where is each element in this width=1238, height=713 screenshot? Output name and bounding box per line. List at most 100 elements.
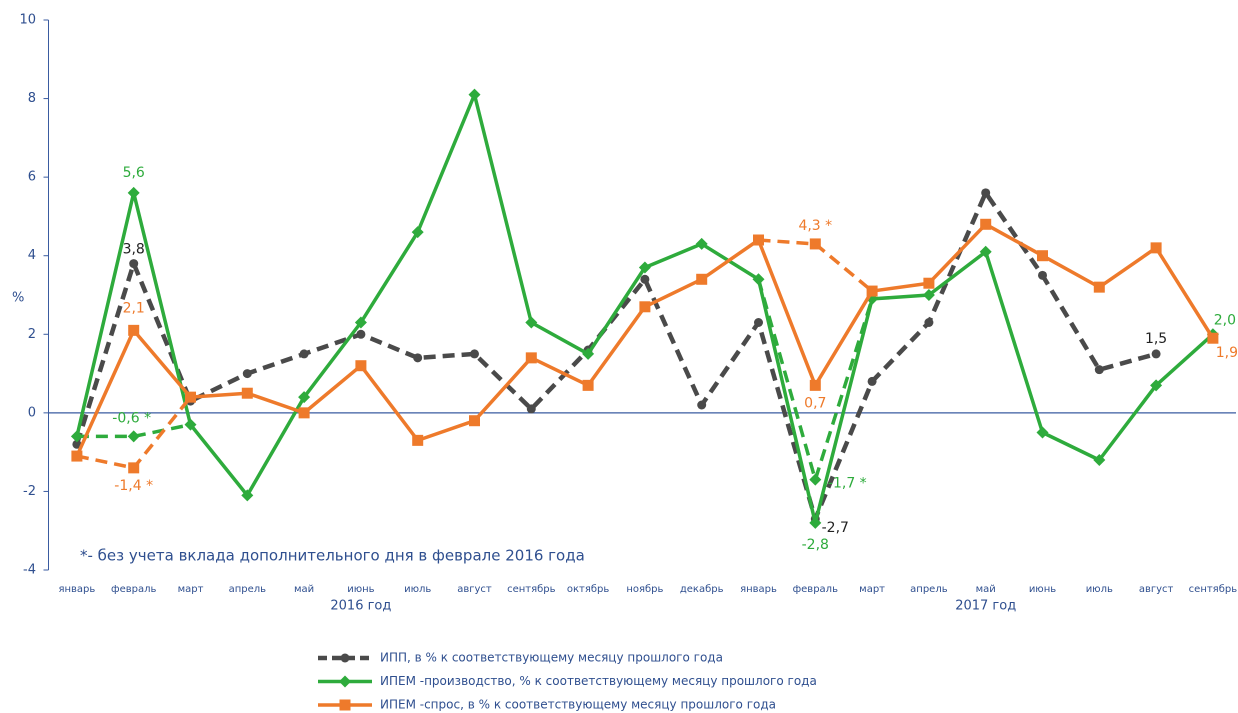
adjusted-marker [128,462,140,474]
point [356,329,366,339]
point [979,245,992,258]
adjusted-value-label: -1,7 * [828,476,867,492]
point [639,301,651,313]
legend-label: ИПЕМ -спрос, в % к соответствующему меся… [380,698,776,712]
adjusted-line [76,422,191,439]
point [241,489,254,502]
legend-label: ИПЕМ -производство, % к соответствующему… [380,674,817,688]
adjusted-marker [127,430,140,443]
legend-marker [340,653,350,663]
value-label: -2,7 [822,520,849,536]
adjusted-value-label: -1,4 * [114,478,153,494]
x-tick-label: сентябрь [1189,584,1238,595]
x-tick-label: декабрь [680,584,724,595]
y-tick-label: 10 [19,13,36,28]
x-tick-label: август [457,584,492,595]
point [469,415,480,427]
x-tick-label: июль [404,584,431,595]
point [981,188,991,198]
point [129,259,139,269]
point [470,349,479,359]
point [1207,332,1219,344]
year-label: 2016 год [330,599,391,614]
value-label: 2,0 [1214,312,1236,328]
point [754,318,763,327]
value-label: 1,9 [1216,345,1238,361]
x-tick-label: январь [58,584,95,595]
legend-marker [339,699,351,711]
point [867,376,877,386]
y-tick-label: -2 [23,484,36,499]
point [753,234,764,246]
point [526,404,536,414]
adjusted-value-label: 4,3 * [798,218,832,234]
point [354,316,367,329]
y-tick-label: 4 [28,248,36,263]
y-tick-label: 2 [28,327,36,342]
y-tick-label: 8 [28,91,36,106]
point [525,352,537,364]
legend-label: ИПП, в % к соответствующему месяцу прошл… [380,651,723,665]
point [242,369,252,379]
adjusted-line [756,278,874,486]
x-tick-label: апрель [910,584,948,595]
point [71,450,83,462]
x-tick-label: июль [1086,584,1113,595]
x-tick-label: октябрь [567,584,610,595]
point [1036,426,1049,439]
point [184,418,197,431]
point [866,285,878,297]
value-label: 3,8 [123,242,145,258]
point [72,439,82,449]
point [525,316,538,329]
point [1150,379,1163,392]
x-tick-label: март [859,584,885,595]
point [413,353,423,363]
adjusted-value-label: -0,6 * [112,410,151,426]
point [582,347,595,360]
x-tick-label: май [976,584,996,595]
x-tick-label: апрель [229,584,267,595]
value-label: 5,6 [123,165,145,181]
point [697,400,707,410]
x-tick-label: июнь [1029,584,1056,595]
point [1151,349,1161,359]
y-tick-label: 6 [28,170,36,185]
point [1038,270,1047,280]
point [1094,365,1104,375]
point [70,430,83,443]
point [1150,242,1162,254]
point [922,289,935,301]
value-label: 0,7 [804,395,826,411]
point [1093,281,1105,293]
x-tick-label: май [294,584,314,595]
point [298,391,311,404]
point [241,387,253,399]
x-tick-label: январь [740,584,777,595]
value-label: -2,8 [802,537,829,553]
y-axis-label: % [12,291,24,306]
point [695,237,708,250]
value-label: 2,1 [123,300,145,316]
x-tick-label: февраль [111,584,156,595]
point [1093,454,1106,466]
point [468,88,481,101]
point [127,186,140,199]
series-line [74,190,1157,522]
legend-marker [339,675,351,688]
point [298,407,310,419]
point [411,226,424,239]
x-tick-label: сентябрь [507,584,556,595]
point [980,218,992,230]
point [923,277,935,289]
x-tick-label: март [178,584,204,595]
point [185,391,196,403]
year-label: 2017 год [955,599,1016,614]
y-tick-label: 0 [28,405,36,420]
footnote: *- без учета вклада дополнительного дня … [80,547,585,565]
point [412,434,424,446]
value-label: 1,5 [1145,331,1167,347]
point [355,360,367,372]
point [809,379,821,391]
